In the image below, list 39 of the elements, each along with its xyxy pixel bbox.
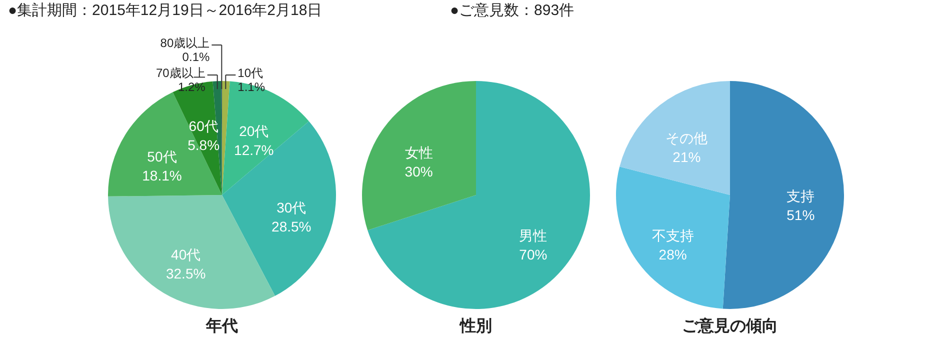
slice-label: 50代 xyxy=(147,148,177,165)
slice-label: 40代 xyxy=(171,246,201,263)
slice-label: 不支持 xyxy=(652,228,694,244)
slice-label: 70歳以上 xyxy=(156,66,206,80)
data-label: 70% xyxy=(519,246,548,263)
text: ●ご意見数：893件 xyxy=(450,1,574,21)
text: ご意見の傾向 xyxy=(682,317,778,335)
pie-slice xyxy=(616,166,730,309)
data-label: 12.7% xyxy=(234,142,274,158)
data-label: 1.2% xyxy=(178,80,206,94)
pie-slice xyxy=(620,81,730,195)
data-label: 28% xyxy=(658,246,687,263)
slice-label: 支持 xyxy=(786,188,815,204)
pie-slice xyxy=(222,121,336,296)
text: 年代 xyxy=(205,317,238,335)
data-label: 18.1% xyxy=(142,168,182,184)
slice-label: 女性 xyxy=(404,144,433,160)
data-label: 5.8% xyxy=(188,136,220,153)
slice-label: 80歳以上 xyxy=(160,36,210,50)
data-label: 28.5% xyxy=(272,218,312,234)
slice-label: その他 xyxy=(666,130,708,146)
data-label: 51% xyxy=(786,207,815,224)
data-label: 21% xyxy=(672,149,701,166)
pie-slice xyxy=(108,92,222,196)
slice-label: 30代 xyxy=(276,199,306,216)
pie-slice xyxy=(222,81,309,195)
pie-slice xyxy=(368,81,590,309)
slice-label: 60代 xyxy=(188,118,218,134)
data-label: 0.1% xyxy=(182,50,210,64)
text: ●集計期間：2015年12月19日～2016年2月18日 xyxy=(8,1,322,21)
data-label: 30% xyxy=(404,163,433,180)
slice-label: 20代 xyxy=(239,122,269,139)
pie-slice xyxy=(362,81,476,230)
slice-label: 男性 xyxy=(519,228,548,244)
pie-slice xyxy=(722,81,844,309)
text: 性別 xyxy=(459,317,492,335)
slice-label: 10代 xyxy=(238,66,264,80)
data-label: 32.5% xyxy=(166,266,206,282)
data-label: 1.1% xyxy=(238,80,266,94)
